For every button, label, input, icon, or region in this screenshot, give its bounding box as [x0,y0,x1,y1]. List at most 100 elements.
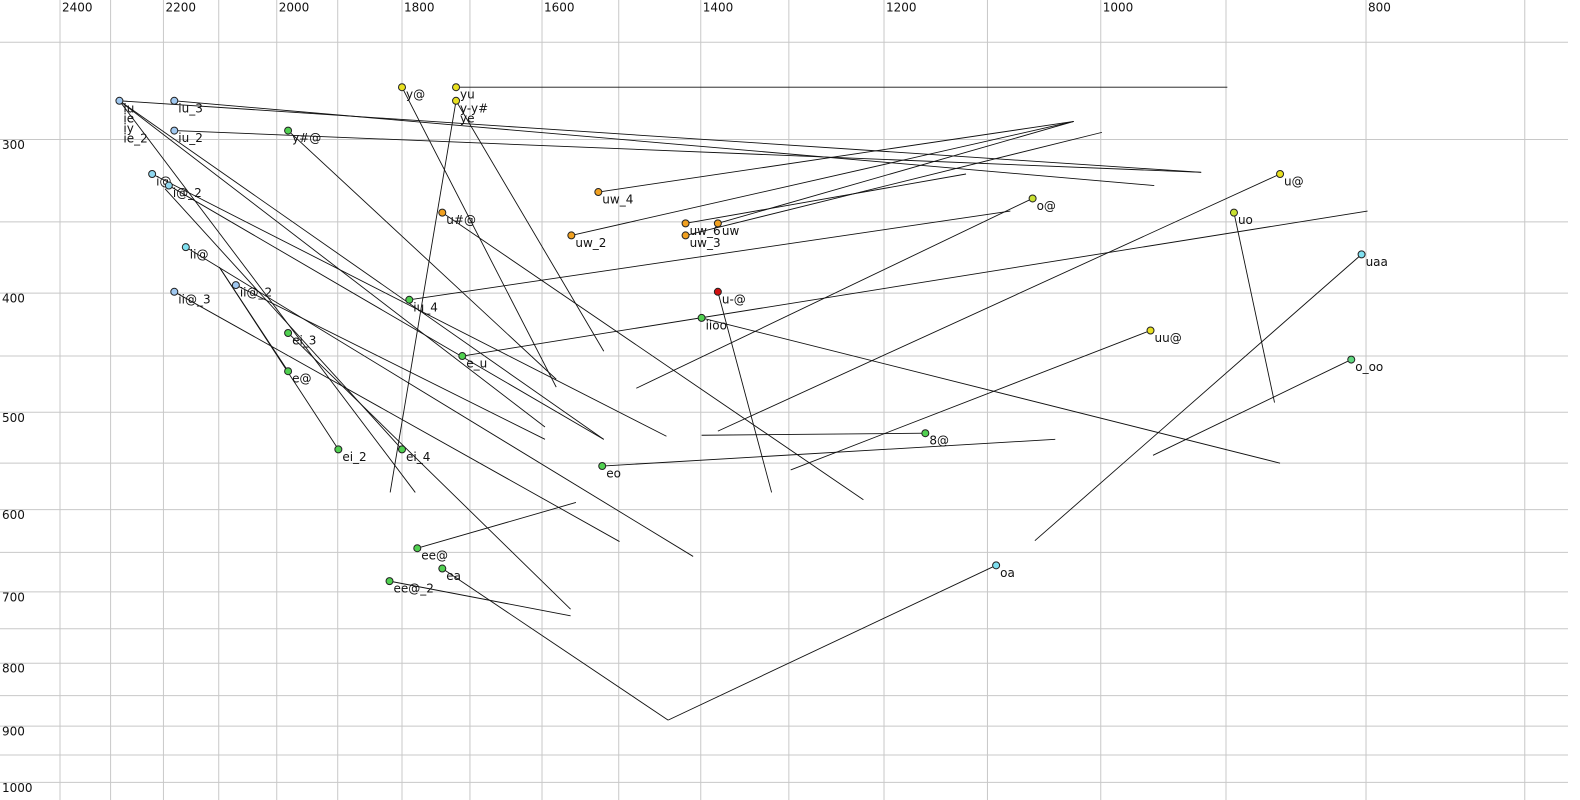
vowel-label: uw [722,224,740,238]
vowel-point [181,243,190,252]
vowel-label: ei_3 [292,333,316,347]
vowel-point [164,181,173,190]
vowel-point [1357,250,1366,259]
trajectory [287,130,557,380]
trajectory [701,317,1281,464]
x-tick-label: 1200 [886,1,917,15]
y-tick-label: 300 [2,138,25,152]
vowel-label: iioo [706,318,727,332]
x-tick-label: 1000 [1103,1,1134,15]
trajectory [174,291,620,542]
vowel-label: uw_4 [602,193,633,207]
vowel-point [594,188,603,197]
vowel-label: ea [446,569,461,583]
vowel-label: ei_2 [342,450,366,464]
vowel-point [413,544,422,553]
trajectory [174,100,1155,186]
vowel-point [1229,208,1238,217]
vowel-point [438,564,447,573]
vowel-point [713,219,722,228]
vowel-point [681,231,690,240]
vowel-point [397,83,406,92]
vowel-point [397,445,406,454]
trajectory [602,438,1056,467]
vowel-label: ii@_2 [240,286,272,300]
vowel-label: ee@_2 [394,582,434,596]
vowel-point [170,287,179,296]
vowel-label: iy [123,121,133,135]
vowel-label: ii@ [190,248,209,262]
vowel-label: o@ [1037,199,1056,213]
vowel-label: uo [1238,213,1253,227]
vowel-label: ee@ [421,549,448,563]
vowel-point [170,96,179,105]
vowel-point [148,169,157,178]
vowel-point [452,83,461,92]
trajectory [174,130,1202,173]
trajectory [151,173,667,437]
y-tick-label: 900 [2,725,25,739]
y-tick-label: 800 [2,662,25,676]
vowel-label: iu [123,101,134,115]
trajectory [462,210,1368,357]
vowel-label: ii@_3 [178,292,210,306]
trajectory [667,564,997,721]
vowel-point [334,445,343,454]
y-tick-label: 700 [2,590,25,604]
vowel-point [452,96,461,105]
trajectory [701,432,926,436]
trajectory [1152,359,1352,456]
trajectory [389,580,571,617]
trajectory [218,266,339,450]
trajectory [409,210,1011,301]
vowel-point [231,281,240,290]
vowel-point [1028,194,1037,203]
vowel-point [115,96,124,105]
vowel-label: ie [123,111,134,125]
trajectory [442,212,864,501]
vowel-label: y-y# [460,101,488,115]
y-tick-label: 600 [2,508,25,522]
x-tick-label: 2200 [165,1,196,15]
vowel-label: y@ [406,88,425,102]
vowel-point [458,352,467,361]
trajectory [717,173,1281,432]
vowel-label: uw_3 [690,236,721,250]
vowel-point [921,429,930,438]
trajectory [717,121,1074,224]
vowel-label: i@_2 [173,186,202,200]
vowel-label: e_u [466,357,487,371]
vowel-label: u@ [1284,174,1304,188]
trajectory [235,284,546,440]
vowel-label: ie_2 [123,131,147,145]
vowel-point [992,561,1001,570]
trajectory [389,100,457,493]
vowel-point [284,367,293,376]
vowel-point [1146,326,1155,335]
trajectory [185,246,694,557]
vowel-point [567,231,576,240]
trajectory [442,568,669,721]
vowel-label: iu_4 [413,300,438,314]
vowel-point [598,462,607,471]
trajectory [168,185,605,440]
trajectory [598,120,1074,193]
y-tick-label: 400 [2,292,25,306]
vowel-point [697,313,706,322]
x-tick-label: 800 [1368,1,1391,15]
vowel-label: y#@ [292,131,321,145]
x-tick-label: 2400 [62,1,93,15]
x-tick-label: 1800 [404,1,435,15]
trajectory [717,291,773,493]
vowel-point [405,295,414,304]
vowel-label: iu_3 [178,101,203,115]
trajectory [571,121,1074,236]
vowel-point [284,328,293,337]
vowel-label: e@ [292,372,311,386]
x-tick-label: 1400 [703,1,734,15]
vowel-label: oa [1000,566,1015,580]
trajectory [636,198,1033,389]
vowel-label: uu@ [1155,331,1182,345]
vowel-label: u#@ [446,213,476,227]
